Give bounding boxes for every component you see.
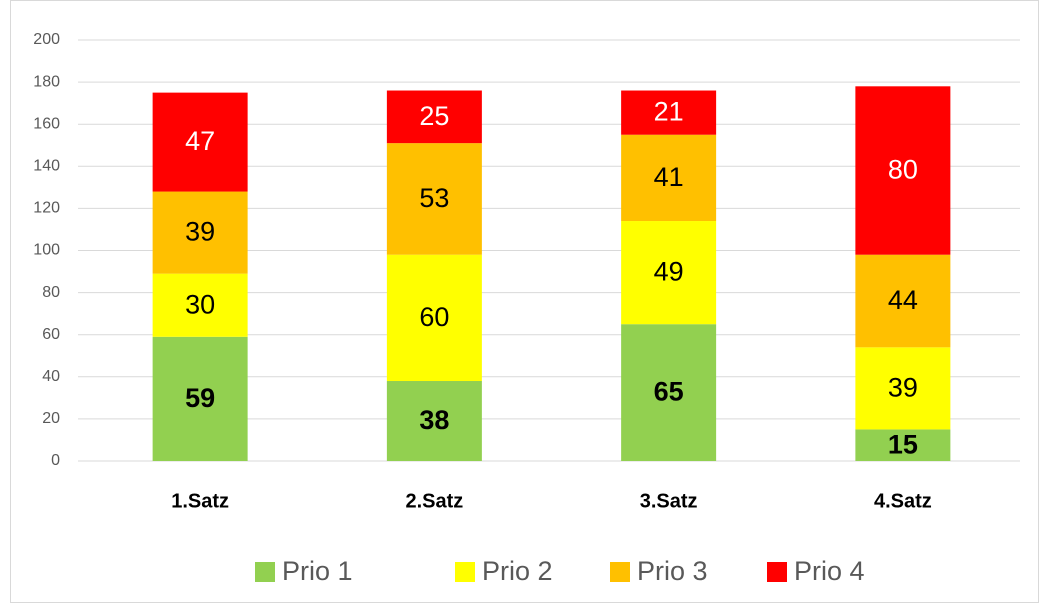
data-label: 47 <box>185 126 215 156</box>
bar-segment <box>152 336 248 461</box>
bar-segment <box>855 429 951 461</box>
y-tick-label: 120 <box>33 200 60 217</box>
bar-segment <box>855 254 951 348</box>
legend-label: Prio 4 <box>794 556 865 586</box>
y-tick-label: 100 <box>33 242 60 259</box>
y-tick-label: 40 <box>42 368 60 385</box>
bar-segment <box>855 86 951 255</box>
y-tick-label: 140 <box>33 158 60 175</box>
y-tick-label: 20 <box>42 410 60 427</box>
data-label: 30 <box>185 289 215 319</box>
data-label: 80 <box>888 155 918 185</box>
legend-swatch <box>610 562 630 582</box>
legend-swatch <box>255 562 275 582</box>
data-label: 41 <box>654 162 684 192</box>
bar-segment <box>855 347 951 430</box>
bar-segment <box>386 381 482 461</box>
x-tick-label: 4.Satz <box>874 490 932 512</box>
data-label: 25 <box>419 101 449 131</box>
bar-segment <box>621 134 717 222</box>
bar-segment <box>152 92 248 192</box>
y-tick-label: 180 <box>33 73 60 90</box>
legend-swatch <box>455 562 475 582</box>
bar-segment <box>386 143 482 255</box>
data-label: 44 <box>888 285 918 315</box>
bar-segment <box>152 273 248 337</box>
bar-segment <box>152 191 248 274</box>
data-label: 59 <box>185 383 215 413</box>
y-tick-label: 200 <box>33 31 60 48</box>
data-label: 60 <box>419 302 449 332</box>
data-label: 15 <box>888 429 918 459</box>
data-label: 49 <box>654 257 684 287</box>
y-tick-label: 0 <box>51 452 60 469</box>
data-label: 53 <box>419 183 449 213</box>
data-label: 38 <box>419 405 449 435</box>
data-label: 21 <box>654 97 684 127</box>
bar-segment <box>386 254 482 382</box>
legend-label: Prio 2 <box>482 556 553 586</box>
bar-segment <box>621 90 717 135</box>
data-label: 65 <box>654 377 684 407</box>
x-tick-label: 3.Satz <box>640 490 698 512</box>
legend-swatch <box>767 562 787 582</box>
bar-segment <box>621 221 717 325</box>
y-tick-label: 80 <box>42 284 60 301</box>
bar-segment <box>386 90 482 144</box>
data-label: 39 <box>888 373 918 403</box>
legend-label: Prio 1 <box>282 556 353 586</box>
y-tick-label: 60 <box>42 326 60 343</box>
data-label: 39 <box>185 217 215 247</box>
bar-segment <box>621 324 717 461</box>
x-tick-label: 1.Satz <box>171 490 229 512</box>
y-tick-label: 160 <box>33 115 60 132</box>
x-tick-label: 2.Satz <box>405 490 463 512</box>
legend-label: Prio 3 <box>637 556 708 586</box>
